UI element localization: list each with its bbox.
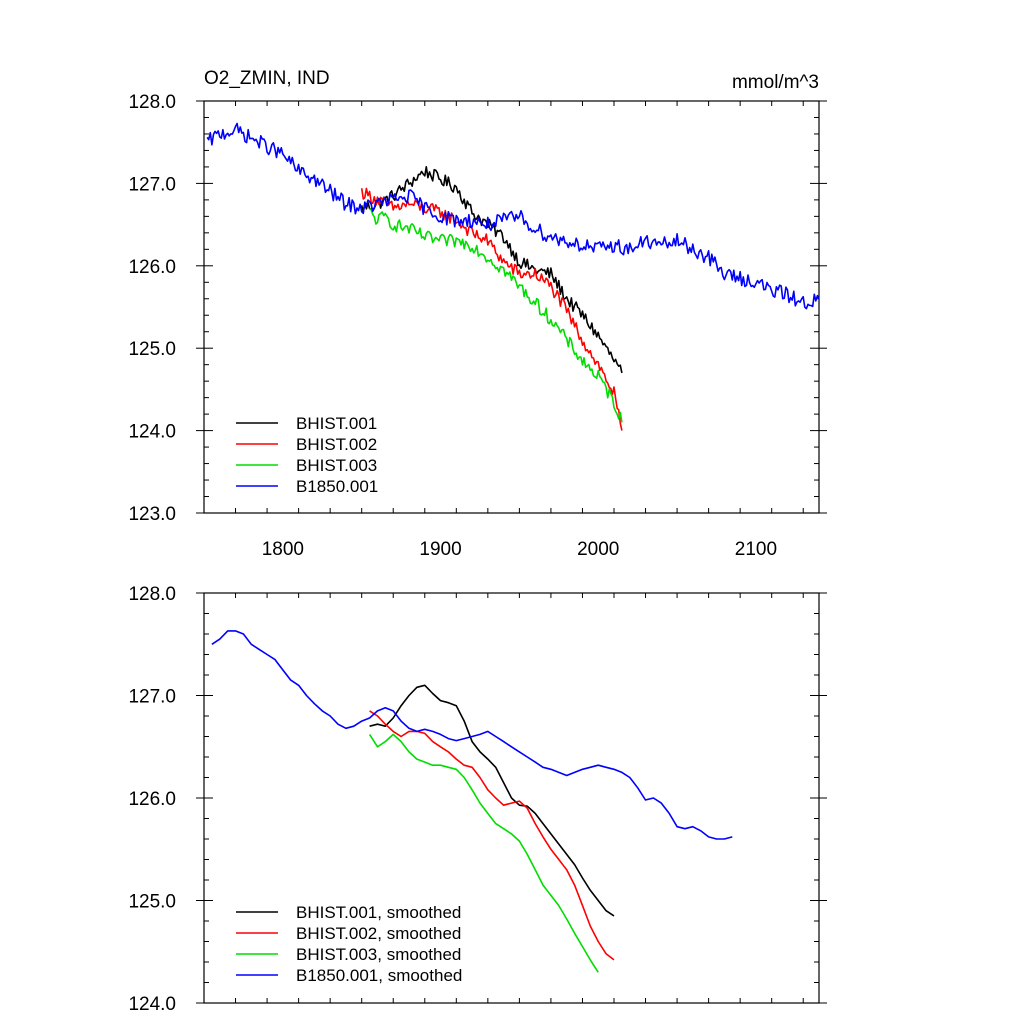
panel0-legend-label: BHIST.002 (296, 435, 377, 454)
panel0-y-tick-label: 128.0 (128, 92, 176, 113)
panel0-y-tick-label: 125.0 (128, 339, 176, 360)
panel0-series-bhist-003 (369, 207, 623, 423)
panel1-legend-label: BHIST.001, smoothed (296, 903, 461, 922)
panel0-legend-label: BHIST.003 (296, 456, 377, 475)
panel0-y-tick-label: 124.0 (128, 422, 176, 443)
panel0-x-tick-label: 1900 (419, 539, 461, 560)
panel0-series-b1850-001 (206, 122, 820, 310)
panel0-x-tick-label: 1800 (262, 539, 304, 560)
panel1-y-tick-label: 124.0 (128, 994, 176, 1015)
panel0-y-tick-label: 126.0 (128, 257, 176, 278)
panel1-series-b1850-001-smoothed (211, 630, 733, 840)
panel1-y-tick-label: 127.0 (128, 687, 176, 708)
panel0-x-tick-label: 2100 (735, 539, 777, 560)
panel1-legend-label: BHIST.003, smoothed (296, 945, 461, 964)
panel0-y-tick-label: 127.0 (128, 174, 176, 195)
units-label: mmol/m^3 (732, 72, 819, 93)
panel0-plot-frame (203, 100, 820, 514)
panel1-legend-label: BHIST.002, smoothed (296, 924, 461, 943)
panel0-legend-label: BHIST.001 (296, 414, 377, 433)
panel1-series-bhist-001-smoothed (369, 684, 615, 917)
chart-title: O2_ZMIN, IND (204, 68, 330, 89)
smoothed-panel: 124.0 125.0 126.0 127.0 128.0 BHIST.001, smoo… (128, 584, 827, 1015)
panel0-series-bhist-001 (360, 166, 623, 374)
raw-panel: 1800 1900 2000 2100 123.0 124.0 125.0 126.0 127.… (128, 92, 827, 560)
panel0-x-tick-label: 2000 (577, 539, 619, 560)
panel1-y-tick-label: 125.0 (128, 892, 176, 913)
panel0-series-bhist-002 (360, 187, 623, 431)
panel1-legend-label: B1850.001, smoothed (296, 966, 462, 985)
panel0-legend-label: B1850.001 (296, 477, 378, 496)
panel1-y-tick-label: 126.0 (128, 789, 176, 810)
panel1-y-tick-label: 128.0 (128, 584, 176, 605)
panel0-y-tick-label: 123.0 (128, 504, 176, 525)
panel1-series-bhist-002-smoothed (369, 710, 615, 961)
panel1-series-bhist-003-smoothed (368, 733, 599, 973)
